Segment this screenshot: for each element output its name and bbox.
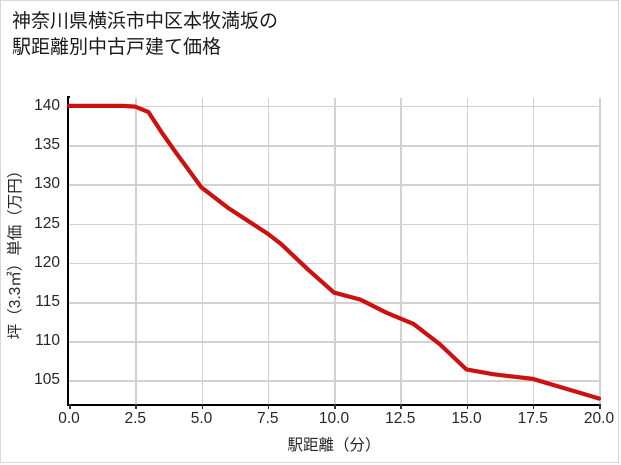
y-tick-label: 105 — [34, 371, 60, 389]
x-tick-mark — [599, 404, 601, 409]
y-axis-line — [67, 96, 70, 406]
x-tick-mark — [466, 404, 468, 409]
y-tick-label: 140 — [34, 96, 60, 114]
gridline-vertical — [532, 98, 535, 404]
x-axis-label: 駅距離（分） — [287, 437, 381, 454]
y-tick-label: 125 — [34, 214, 60, 232]
x-tick-mark — [400, 404, 402, 409]
y-tick-label: 115 — [35, 293, 60, 310]
x-tick-mark — [334, 404, 336, 409]
x-tick-mark — [135, 404, 137, 409]
y-tick-label: 135 — [34, 136, 60, 154]
plot-area — [66, 98, 602, 404]
x-tick-label: 7.5 — [256, 410, 279, 427]
gridline-vertical — [400, 98, 402, 404]
x-tick-label: 17.5 — [517, 410, 548, 427]
gridline-vertical — [334, 98, 336, 404]
chart-title: 神奈川県横浜市中区本牧満坂の 駅距離別中古戸建て価格 — [12, 11, 279, 58]
x-tick-label: 15.0 — [451, 410, 482, 427]
x-tick-label: 10.0 — [318, 410, 350, 427]
gridline-vertical — [201, 98, 203, 404]
x-tick-label: 2.5 — [124, 410, 147, 427]
gridline-vertical — [466, 98, 468, 404]
gridline-vertical — [267, 98, 270, 404]
y-tick-label: 130 — [34, 175, 60, 193]
x-tick-mark — [532, 404, 535, 409]
gridline-vertical — [135, 98, 137, 404]
x-tick-label: 0.0 — [58, 410, 80, 427]
x-tick-mark — [69, 404, 71, 409]
x-tick-mark — [267, 404, 270, 409]
y-tick-label: 120 — [34, 253, 60, 271]
series-line-chart — [66, 103, 602, 401]
x-tick-mark — [201, 404, 203, 409]
gridline-vertical — [599, 98, 601, 404]
x-tick-label: 5.0 — [190, 410, 213, 427]
y-tick-label: 110 — [35, 332, 60, 350]
x-tick-label: 20.0 — [583, 410, 615, 427]
x-tick-label: 12.5 — [385, 410, 416, 427]
series-polyline-坪単価 — [66, 103, 602, 401]
